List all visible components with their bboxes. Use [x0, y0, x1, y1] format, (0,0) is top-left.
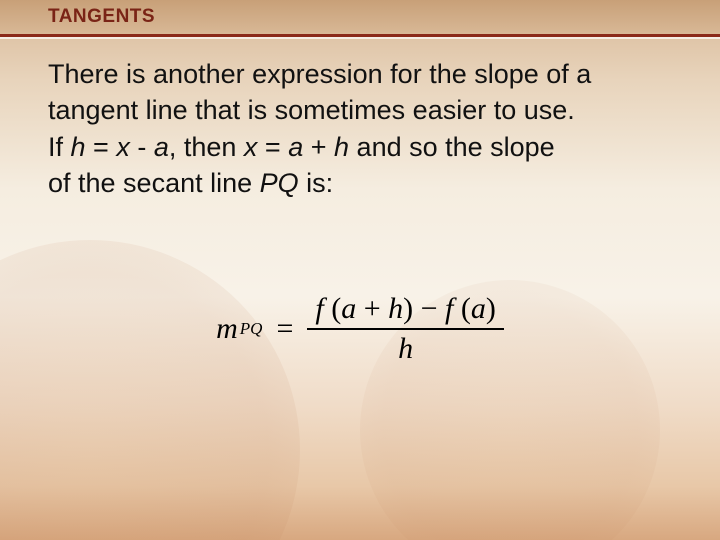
slide: TANGENTS There is another expression for…: [0, 0, 720, 540]
numerator: f (a + h) − f (a): [307, 290, 504, 328]
body-line: There is another expression for the slop…: [48, 56, 680, 92]
denominator: h: [390, 330, 421, 368]
header-rule-light: [0, 37, 720, 39]
equals-sign: =: [276, 312, 293, 346]
body-text: There is another expression for the slop…: [48, 56, 680, 202]
fraction: f (a + h) − f (a) h: [307, 290, 504, 368]
body-line: of the secant line PQ is:: [48, 165, 680, 201]
formula: m PQ = f (a + h) − f (a) h: [0, 290, 720, 368]
formula-lhs-sub: PQ: [240, 319, 263, 339]
formula-lhs: m PQ: [216, 312, 262, 346]
slide-heading: TANGENTS: [48, 6, 155, 28]
body-line: tangent line that is sometimes easier to…: [48, 92, 680, 128]
formula-lhs-var: m: [216, 312, 238, 346]
decorative-circle: [0, 240, 300, 540]
body-line: If h = x - a, then x = a + h and so the …: [48, 129, 680, 165]
